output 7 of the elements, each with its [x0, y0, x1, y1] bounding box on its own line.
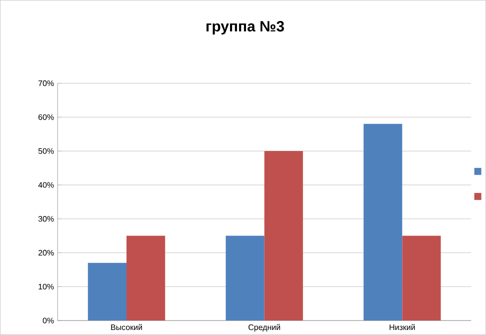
bar — [402, 236, 441, 321]
bar — [88, 262, 127, 321]
bar — [364, 124, 402, 321]
bar — [126, 236, 166, 321]
bar — [226, 236, 264, 321]
chart-title: группа №3 — [206, 20, 284, 35]
bar — [264, 151, 303, 321]
